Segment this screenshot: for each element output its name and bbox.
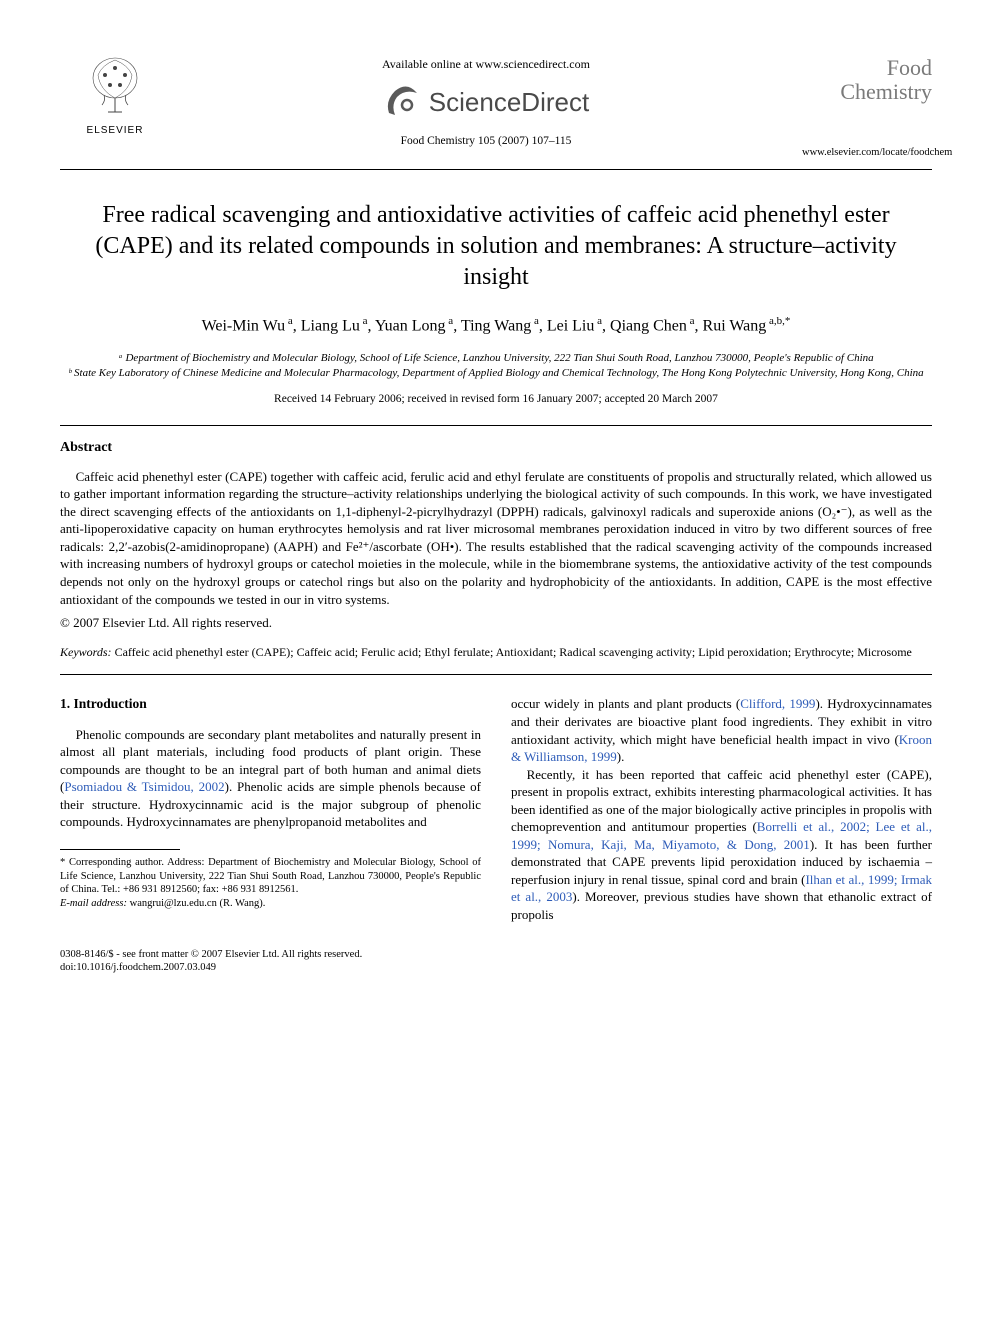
page-header: ELSEVIER Available online at www.science…	[60, 50, 932, 161]
sd-swoosh-icon	[383, 83, 421, 121]
journal-name-line2: Chemistry	[802, 80, 932, 104]
keywords-line: Keywords: Caffeic acid phenethyl ester (…	[60, 644, 932, 660]
affiliations: ᵃ Department of Biochemistry and Molecul…	[60, 351, 932, 381]
page-footer: 0308-8146/$ - see front matter © 2007 El…	[60, 948, 932, 975]
email-value[interactable]: wangrui@lzu.edu.cn (R. Wang).	[127, 898, 265, 909]
sciencedirect-logo: ScienceDirect	[170, 83, 802, 121]
article-dates: Received 14 February 2006; received in r…	[60, 391, 932, 407]
intro-para-right-2: Recently, it has been reported that caff…	[511, 766, 932, 924]
intro-heading: 1. Introduction	[60, 695, 481, 713]
sciencedirect-text: ScienceDirect	[429, 84, 589, 120]
abstract-copyright: © 2007 Elsevier Ltd. All rights reserved…	[60, 614, 932, 632]
journal-url: www.elsevier.com/locate/foodchem	[802, 146, 932, 161]
available-online-text: Available online at www.sciencedirect.co…	[170, 56, 802, 73]
authors-line: Wei-Min Wu a, Liang Lu a, Yuan Long a, T…	[60, 314, 932, 338]
keywords-label: Keywords:	[60, 645, 112, 659]
corresponding-footnote: * Corresponding author. Address: Departm…	[60, 856, 481, 897]
header-rule	[60, 169, 932, 170]
article-title: Free radical scavenging and antioxidativ…	[80, 200, 912, 294]
affiliation-b: ᵇ State Key Laboratory of Chinese Medici…	[60, 366, 932, 381]
footer-line1: 0308-8146/$ - see front matter © 2007 El…	[60, 948, 932, 962]
affiliation-a: ᵃ Department of Biochemistry and Molecul…	[60, 351, 932, 366]
body-columns: 1. Introduction Phenolic compounds are s…	[60, 695, 932, 923]
journal-title-block: Food Chemistry www.elsevier.com/locate/f…	[802, 50, 932, 161]
publisher-logo-block: ELSEVIER	[60, 50, 170, 138]
email-footnote: E-mail address: wangrui@lzu.edu.cn (R. W…	[60, 897, 481, 911]
center-header: Available online at www.sciencedirect.co…	[170, 50, 802, 149]
intro-para-left-1: Phenolic compounds are secondary plant m…	[60, 726, 481, 831]
journal-name-line1: Food	[802, 56, 932, 80]
email-label: E-mail address:	[60, 898, 127, 909]
left-column: 1. Introduction Phenolic compounds are s…	[60, 695, 481, 923]
abstract-bottom-rule	[60, 674, 932, 675]
elsevier-tree-icon	[80, 50, 150, 120]
abstract-body: Caffeic acid phenethyl ester (CAPE) toge…	[60, 468, 932, 608]
abstract-heading: Abstract	[60, 438, 932, 458]
keywords-text: Caffeic acid phenethyl ester (CAPE); Caf…	[112, 645, 912, 659]
footnote-rule	[60, 849, 180, 850]
publisher-label: ELSEVIER	[60, 124, 170, 138]
abstract-top-rule	[60, 425, 932, 426]
right-column: occur widely in plants and plant product…	[511, 695, 932, 923]
intro-para-right-1: occur widely in plants and plant product…	[511, 695, 932, 765]
citation-line: Food Chemistry 105 (2007) 107–115	[170, 133, 802, 149]
footer-line2: doi:10.1016/j.foodchem.2007.03.049	[60, 961, 932, 975]
